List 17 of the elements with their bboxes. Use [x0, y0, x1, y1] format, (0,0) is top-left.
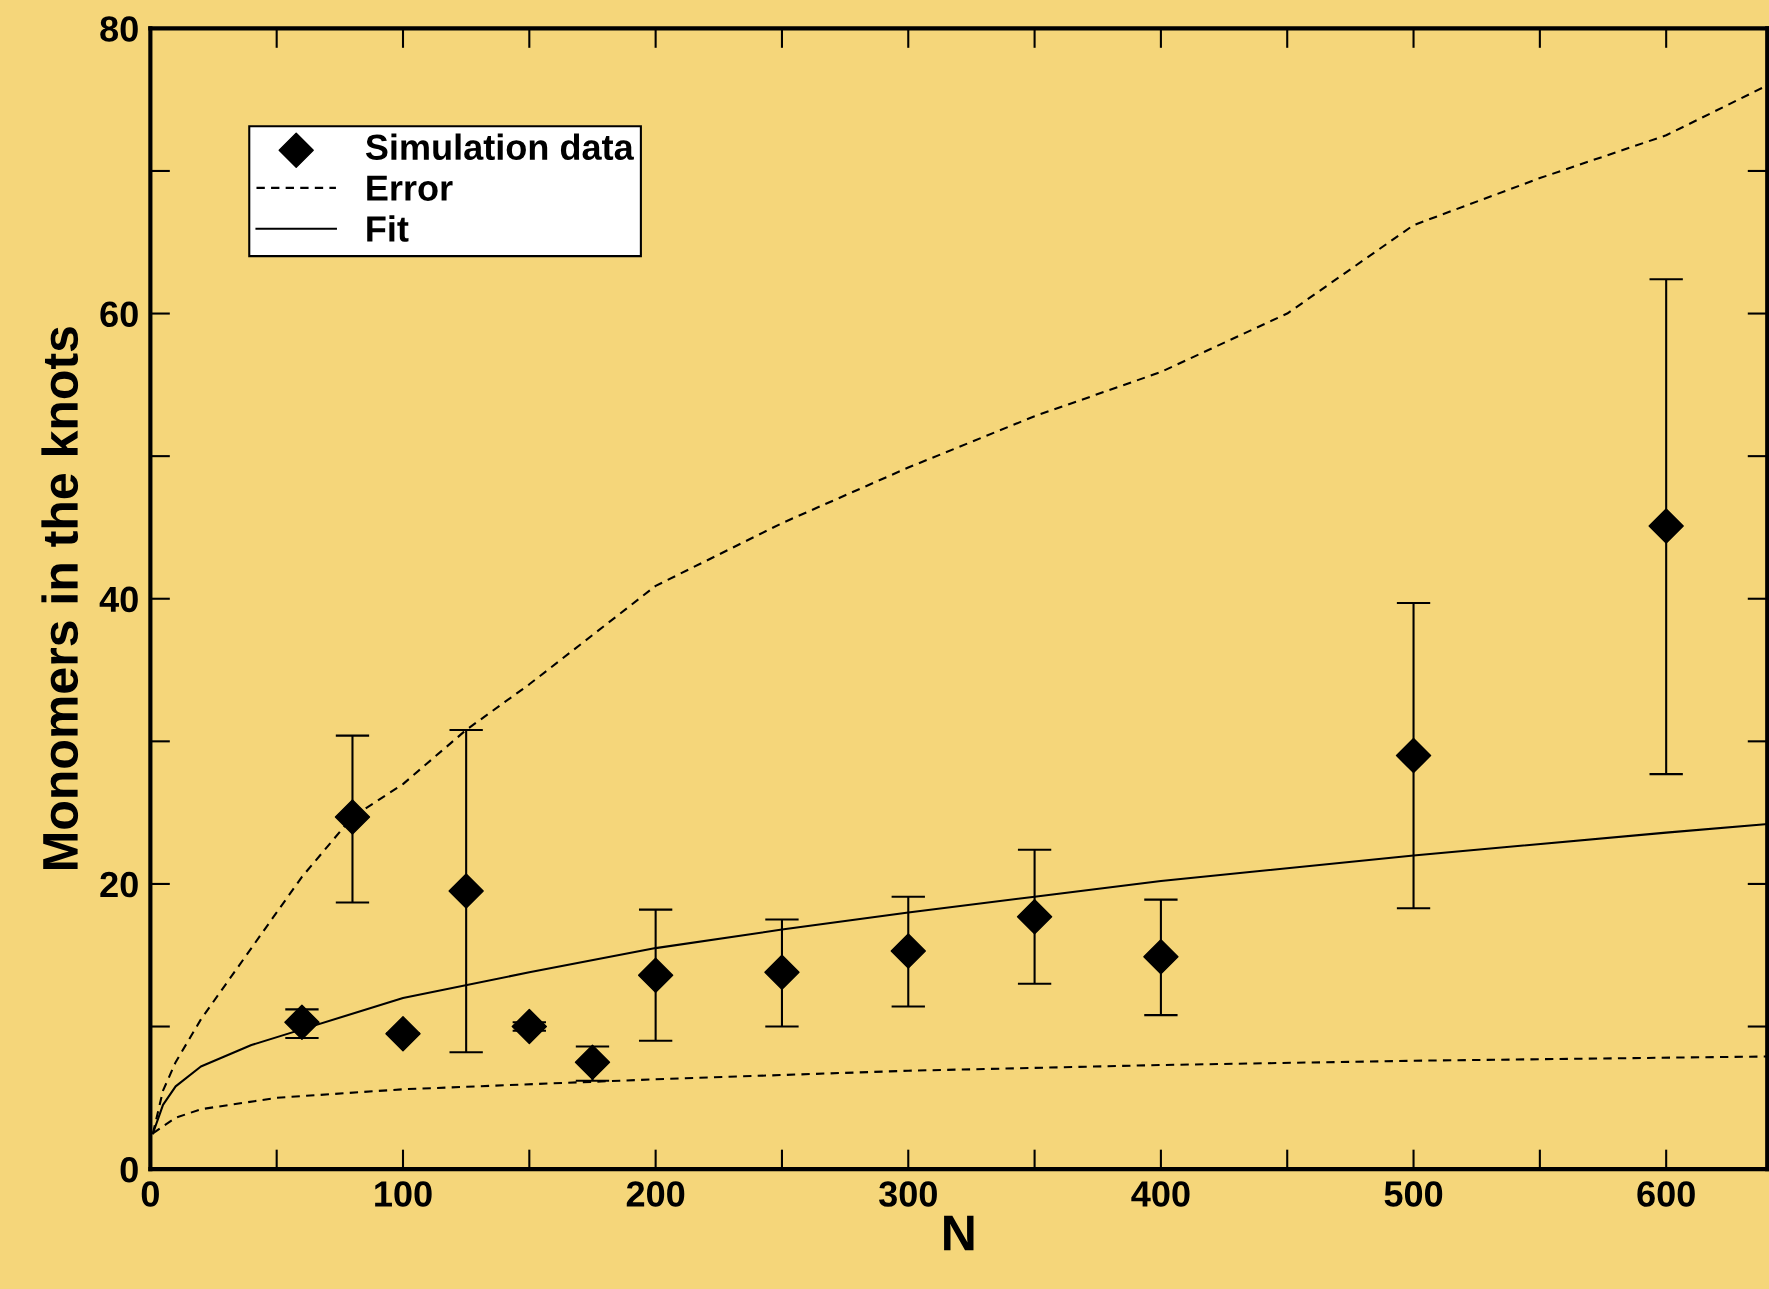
- y-axis-title: Monomers in the knots: [41, 327, 79, 870]
- x-tick-label: 0: [141, 1181, 159, 1207]
- x-tick-label: 600: [1637, 1181, 1695, 1207]
- x-tick-label: 500: [1384, 1181, 1443, 1207]
- x-axis-title: N: [944, 1215, 974, 1251]
- y-tick-label: 60: [100, 301, 138, 327]
- y-tick-label: 0: [120, 1156, 138, 1183]
- legend-label: Simulation data: [365, 133, 634, 161]
- x-tick-label: 200: [626, 1181, 685, 1207]
- y-tick-label: 80: [100, 16, 138, 42]
- x-tick-label: 300: [878, 1181, 937, 1207]
- x-tick-label: 100: [375, 1181, 432, 1207]
- legend-label: Fit: [367, 215, 409, 242]
- legend-label: Error: [367, 175, 453, 201]
- x-tick-label: 400: [1131, 1181, 1190, 1207]
- y-tick-label: 20: [100, 871, 138, 898]
- y-tick-label: 40: [99, 586, 138, 613]
